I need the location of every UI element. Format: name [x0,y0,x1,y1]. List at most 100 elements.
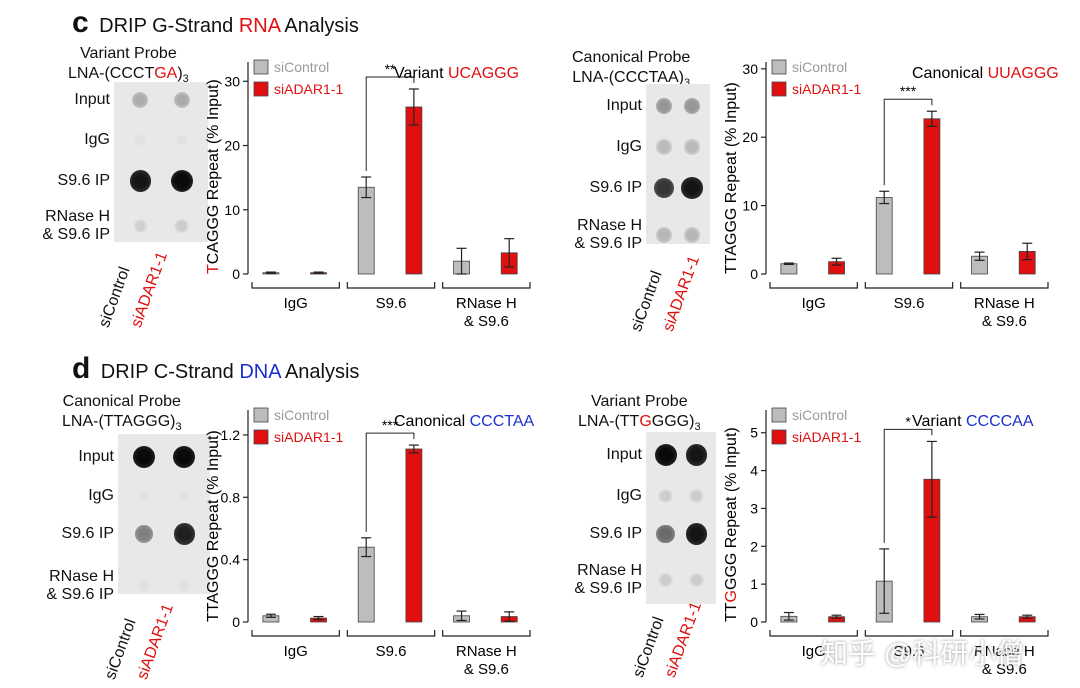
panel-c-title: c DRIP G-Strand RNA Analysis [72,6,359,40]
x-category-label: IgG [802,295,826,312]
x-category-label: & S9.6 [982,313,1027,330]
blot-dot [173,523,195,545]
probe-label-line2: LNA-(TTAGGG)3 [62,412,182,437]
legend-label: siControl [792,407,847,423]
y-label-highlight: G [723,590,740,602]
y-tick-label: 10 [742,198,758,214]
significance-label: *** [382,417,399,433]
y-tick-label: 1 [750,576,758,592]
group-bracket [346,630,436,637]
bar [357,186,375,275]
x-category-label: IgG [284,295,308,312]
blot-dot [132,92,149,108]
x-category-label: & S9.6 [464,661,509,678]
probe-note-seq: CCCCAA [966,413,1034,430]
blot-dot [684,139,700,155]
blot-dot [174,133,189,147]
blot-row-label: Input [78,448,114,465]
legend-swatch [771,407,787,423]
panel-d-letter: d [72,352,91,385]
legend-swatch [253,407,269,423]
y-label-highlight: T [205,264,222,274]
blot-dot [656,139,672,155]
blot-membrane [118,434,210,594]
legend-swatch [771,81,787,97]
y-tick-label: 0.8 [221,489,241,505]
probe-label: Variant Probe LNA-(TTGGGG)3 [578,392,701,437]
bar [357,546,375,623]
blot-row-label: RNase H & S9.6 IP [42,208,110,243]
legend-label: siADAR1-1 [274,81,343,97]
probe-note: Canonical UUAGGG [912,65,1059,82]
legend-swatch [253,429,269,445]
y-axis-label: TTAGGG Repeat (% Input) [723,82,740,274]
blot-dot [174,218,190,234]
probe-label-line1: Canonical Probe [572,49,691,66]
probe-note-seq: UCAGGG [448,65,519,82]
blot-dot [132,446,155,468]
group-bracket [769,282,858,289]
probe-label-line2: LNA-(TTGGGG)3 [578,412,701,437]
probe-note: Variant CCCCAA [912,413,1034,430]
y-tick-label: 1.2 [221,427,241,443]
panel-c-letter: c [72,6,89,39]
probe-seq-pre: LNA-(CCCTAA) [572,69,684,86]
blot-dot [653,177,675,199]
blot-row-label: IgG [616,138,642,155]
probe-subscript: 3 [694,421,701,434]
blot-lane-label: siADAR1-1 [662,599,706,680]
x-category-label: & S9.6 [464,313,509,330]
bar [875,197,893,275]
blot-dot [658,572,673,588]
blot-dot [655,97,673,115]
blot-dot [656,524,675,544]
probe-seq-pre: LNA-(TT [578,413,640,430]
y-tick-label: 2 [750,538,758,554]
panel-d-title-post: Analysis [280,361,360,383]
legend-label: siControl [274,59,329,75]
y-axis-label: TCAGGG Repeat (% Input) [205,79,222,274]
y-label-prefix: TT [723,602,740,622]
watermark: 知乎 @科研小僧 [820,638,1025,669]
x-category-label: S9.6 [894,643,925,660]
blot-dot [177,579,192,593]
probe-label: Canonical Probe LNA-(CCCTAA)3 [572,48,690,93]
y-label-rest: TTAGGG Repeat (% Input) [205,430,222,622]
blot-dot [681,177,703,199]
x-category-label: RNase H [456,643,517,660]
legend-swatch [253,59,269,75]
blot-dot [170,170,193,192]
panel-c-title-hl: RNA [238,15,280,37]
probe-note-pre: Variant [394,65,448,82]
x-category-label: RNase H [974,295,1035,312]
significance-label: * [905,413,911,429]
blot-dot [133,133,148,147]
probe-subscript: 3 [175,421,182,434]
probe-label: Canonical Probe LNA-(TTAGGG)3 [62,392,182,437]
y-axis-label: TTAGGG Repeat (% Input) [205,430,222,622]
blot-dot [656,227,672,243]
blot-dot [173,446,196,468]
group-bracket [251,282,340,289]
blot-row-label: S9.6 IP [61,525,114,542]
legend-label: siADAR1-1 [792,429,861,445]
probe-note-pre: Variant [912,413,966,430]
blot-row-label: RNase H & S9.6 IP [46,568,114,603]
y-tick-label: 20 [742,129,758,145]
blot-row-label: RNase H & S9.6 IP [574,562,642,597]
y-tick-label: 5 [750,425,758,441]
legend-label: siControl [792,59,847,75]
probe-note-pre: Canonical [394,413,470,430]
y-label-rest: CAGGG Repeat (% Input) [205,79,222,264]
x-category-label: IgG [802,643,826,660]
x-category-label: S9.6 [376,643,407,660]
probe-subscript: 3 [182,73,189,86]
y-label-rest: GGG Repeat (% Input) [723,427,740,590]
y-tick-label: 0 [750,614,758,630]
y-tick-label: 4 [750,463,758,479]
legend-label: siControl [274,407,329,423]
panel-c-title-pre: DRIP G-Strand [99,15,239,37]
group-bracket [960,282,1049,289]
